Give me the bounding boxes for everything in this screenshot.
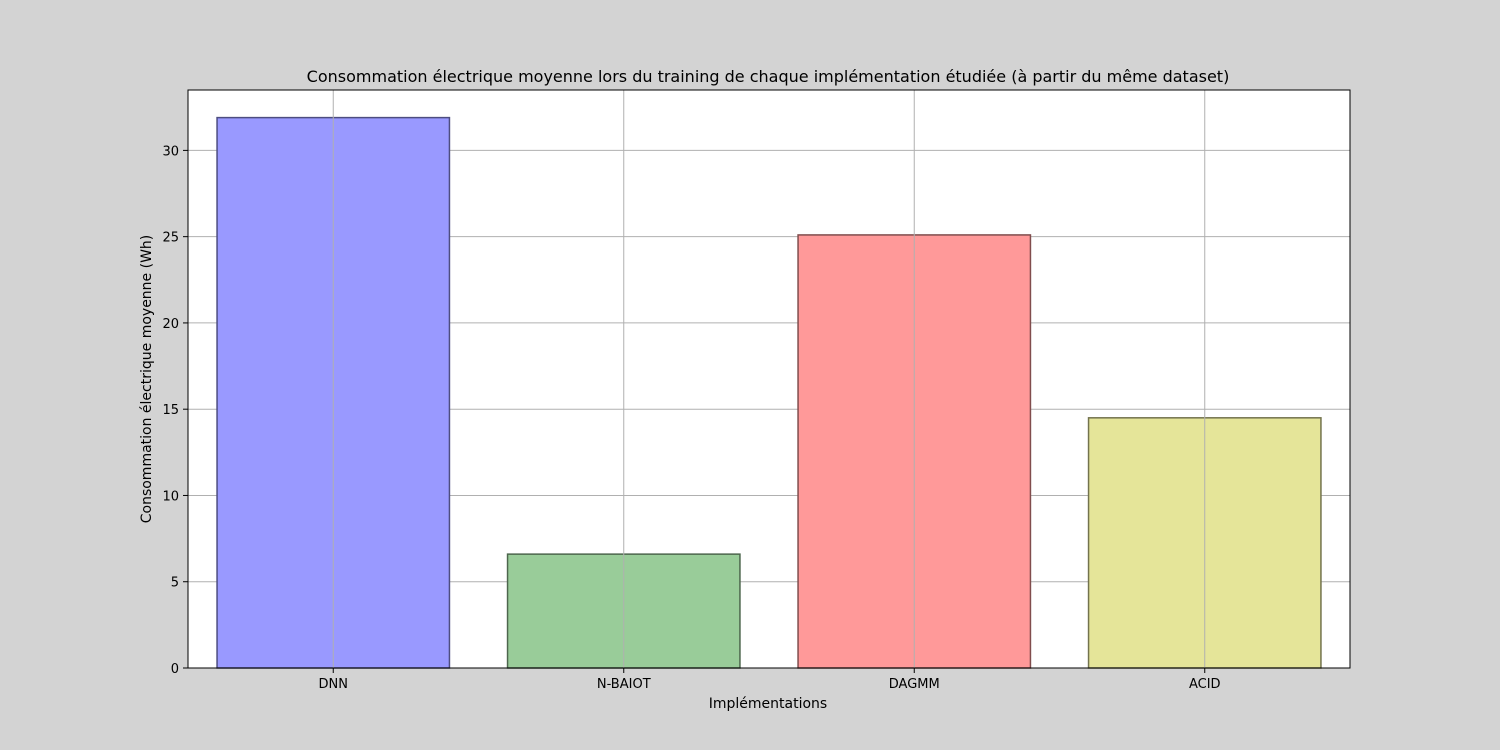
y-tick-label: 5: [171, 576, 179, 591]
chart-title: Consommation électrique moyenne lors du …: [307, 67, 1230, 86]
vertical-grid-lines: [332, 90, 1206, 668]
y-tick-label: 20: [162, 317, 179, 332]
x-tick-label: ACID: [1189, 677, 1221, 692]
y-tick-label: 10: [162, 489, 179, 504]
y-tick-label: 0: [171, 662, 179, 677]
x-axis-label: Implémentations: [709, 696, 827, 712]
x-tick-label: N-BAIOT: [597, 677, 651, 692]
x-tick-label: DNN: [319, 677, 348, 692]
y-axis-ticks: 0 5 10 15 20 25 30: [162, 144, 188, 677]
x-tick-label: DAGMM: [889, 677, 940, 692]
y-axis-label: Consommation électrique moyenne (Wh): [139, 235, 155, 524]
x-axis-ticks: DNN N-BAIOT DAGMM ACID: [319, 668, 1221, 692]
plot-frame: [187, 89, 1351, 669]
y-tick-label: 30: [162, 144, 179, 159]
y-tick-label: 25: [162, 231, 179, 246]
y-tick-label: 15: [162, 403, 179, 418]
